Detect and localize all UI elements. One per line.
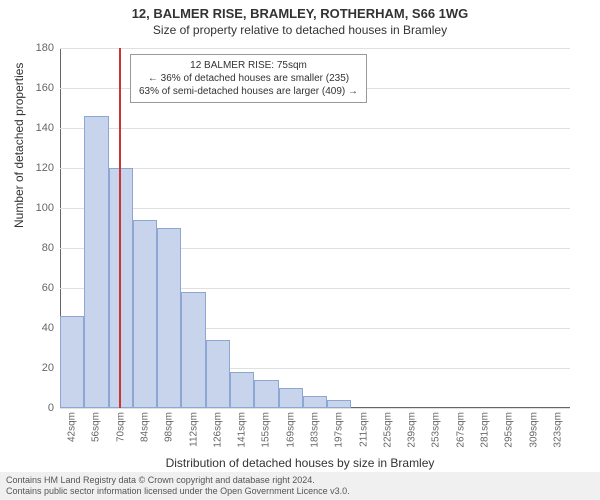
x-tick-label: 225sqm [382, 412, 393, 448]
chart-area: 12 BALMER RISE: 75sqm ← 36% of detached … [60, 48, 570, 408]
reference-marker-line [119, 48, 121, 408]
x-tick-label: 211sqm [358, 412, 369, 447]
annotation-line1: 12 BALMER RISE: 75sqm [139, 59, 358, 72]
x-tick-label: 197sqm [334, 412, 345, 448]
title-subtitle: Size of property relative to detached ho… [0, 23, 600, 37]
histogram-bar [230, 372, 254, 408]
y-tick-label: 60 [0, 282, 54, 294]
x-tick-label: 169sqm [285, 412, 296, 448]
histogram-bar [109, 168, 133, 408]
x-tick-label: 141sqm [237, 412, 248, 448]
y-tick-label: 20 [0, 362, 54, 374]
histogram-bar [133, 220, 157, 408]
annotation-line2: ← 36% of detached houses are smaller (23… [139, 72, 358, 85]
grid-line [60, 208, 570, 209]
x-axis-label: Distribution of detached houses by size … [0, 456, 600, 470]
histogram-bar [157, 228, 181, 408]
histogram-bar [279, 388, 303, 408]
x-tick-label: 267sqm [455, 412, 466, 448]
x-tick-label: 239sqm [407, 412, 418, 448]
footer-attribution: Contains HM Land Registry data © Crown c… [0, 472, 600, 500]
histogram-bar [303, 396, 327, 408]
histogram-bar [60, 316, 84, 408]
x-tick-label: 155sqm [261, 412, 272, 448]
y-tick-label: 100 [0, 202, 54, 214]
footer-line2: Contains public sector information licen… [6, 486, 594, 497]
x-tick-label: 98sqm [164, 412, 175, 442]
grid-line [60, 48, 570, 49]
histogram-bar [327, 400, 351, 408]
x-tick-label: 112sqm [188, 412, 199, 447]
x-tick-label: 70sqm [115, 412, 126, 442]
x-tick-label: 281sqm [480, 412, 491, 448]
x-tick-label: 323sqm [552, 412, 563, 448]
annotation-callout: 12 BALMER RISE: 75sqm ← 36% of detached … [130, 54, 367, 103]
y-tick-label: 140 [0, 122, 54, 134]
footer-line1: Contains HM Land Registry data © Crown c… [6, 475, 594, 486]
x-tick-label: 126sqm [212, 412, 223, 448]
y-tick-label: 0 [0, 402, 54, 414]
x-tick-label: 295sqm [504, 412, 515, 448]
y-tick-label: 80 [0, 242, 54, 254]
x-tick-label: 309sqm [528, 412, 539, 448]
histogram-bar [254, 380, 278, 408]
grid-line [60, 128, 570, 129]
histogram-bar [181, 292, 205, 408]
y-tick-label: 120 [0, 162, 54, 174]
title-address: 12, BALMER RISE, BRAMLEY, ROTHERHAM, S66… [0, 6, 600, 21]
x-tick-label: 56sqm [91, 412, 102, 442]
x-tick-label: 84sqm [140, 412, 151, 442]
annotation-line3: 63% of semi-detached houses are larger (… [139, 85, 358, 98]
x-tick-label: 42sqm [67, 412, 78, 442]
y-tick-label: 160 [0, 82, 54, 94]
y-tick-label: 180 [0, 42, 54, 54]
chart-title-block: 12, BALMER RISE, BRAMLEY, ROTHERHAM, S66… [0, 0, 600, 37]
grid-line [60, 408, 570, 409]
histogram-bar [84, 116, 108, 408]
histogram-bar [206, 340, 230, 408]
x-tick-label: 253sqm [431, 412, 442, 448]
y-tick-label: 40 [0, 322, 54, 334]
grid-line [60, 168, 570, 169]
x-tick-label: 183sqm [310, 412, 321, 448]
